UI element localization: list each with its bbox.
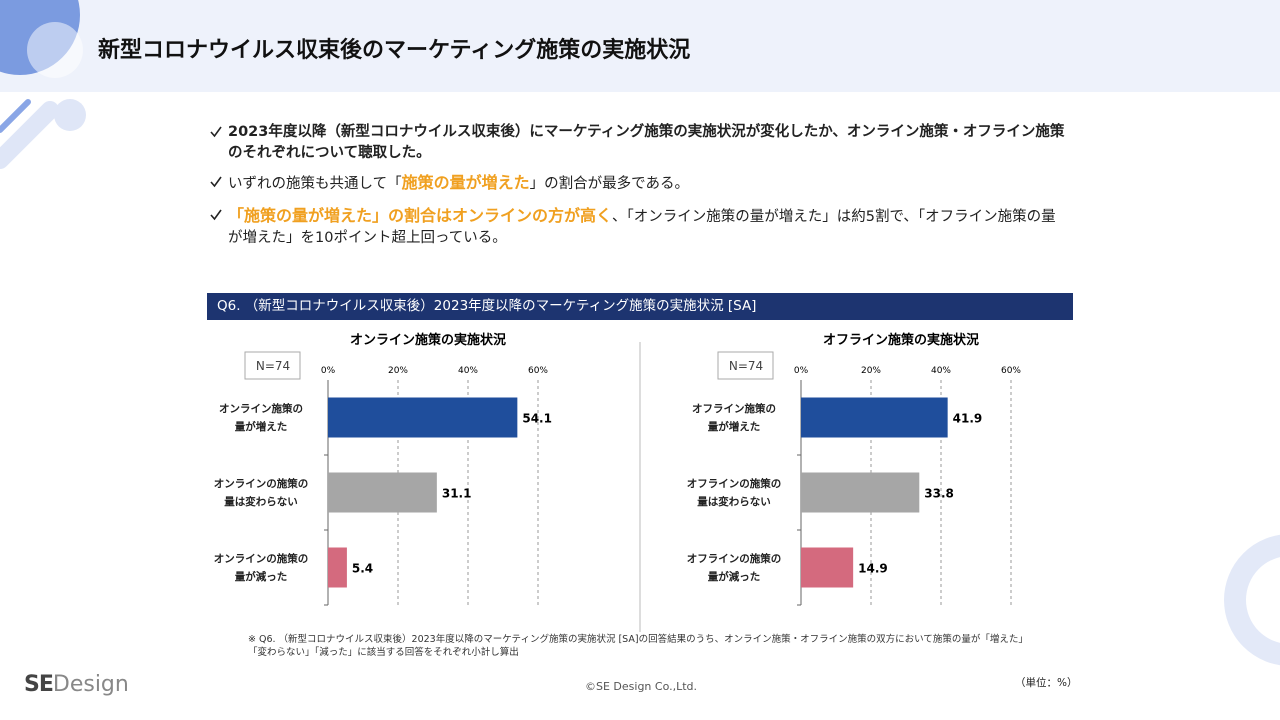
x-tick-label: 0% <box>794 366 809 376</box>
bullet-part: 2023年度以降（新型コロナウイルス収束後）にマーケティング施策の実施状況が変化… <box>228 124 1065 161</box>
logo-design: Design <box>52 672 129 697</box>
x-tick-label: 20% <box>388 366 408 376</box>
chart-title: オンライン施策の実施状況 <box>350 332 506 348</box>
header-band <box>0 0 1280 92</box>
x-tick-label: 60% <box>528 366 548 376</box>
n-box <box>244 351 301 380</box>
check <box>210 209 222 221</box>
logo: SEDesign <box>24 672 129 697</box>
deco-ring <box>1224 534 1280 666</box>
bullet-text: 2023年度以降（新型コロナウイルス収束後）にマーケティング施策の実施状況が変化… <box>228 122 1070 164</box>
y-tick-label: オンラインの施策の 量が減った <box>213 552 309 583</box>
data-label: 31.1 <box>442 487 472 501</box>
sample-size: N=74 <box>256 359 290 373</box>
copyright: ©SE Design Co.,Ltd. <box>585 680 698 693</box>
y-tick-label: オンラインの施策の 量は変わらない <box>213 477 309 508</box>
bar <box>801 472 920 513</box>
bar <box>801 547 854 588</box>
bullet-part: 」の割合が最多である。 <box>529 176 689 192</box>
bullet-part: 施策の量が増えた <box>401 173 530 192</box>
deco-stroke <box>0 101 59 169</box>
x-tick-label: 0% <box>321 366 336 376</box>
data-label: 14.9 <box>858 562 888 576</box>
bullet-part: 「施策の量が増えた」の割合はオンラインの方が高く <box>228 206 613 225</box>
chart-title: オフライン施策の実施状況 <box>823 332 979 348</box>
deco-circle <box>27 22 83 78</box>
data-label: 33.8 <box>924 487 954 501</box>
y-tick-label: オフラインの施策の 量は変わらない <box>686 477 782 508</box>
x-tick-label: 60% <box>1001 366 1021 376</box>
bullet: いずれの施策も共通して「施策の量が増えた」の割合が最多である。 <box>210 172 1070 195</box>
x-tick-label: 20% <box>861 366 881 376</box>
bullet: 「施策の量が増えた」の割合はオンラインの方が高く、「オンライン施策の量が増えた」… <box>210 205 1070 249</box>
y-tick-label: オフライン施策の 量が増えた <box>692 402 776 433</box>
bullet-text: 「施策の量が増えた」の割合はオンラインの方が高く、「オンライン施策の量が増えた」… <box>228 205 1070 249</box>
bar <box>328 397 518 438</box>
sample-size: N=74 <box>729 359 763 373</box>
x-tick-label: 40% <box>931 366 951 376</box>
bar <box>328 547 347 588</box>
footnote: ※ Q6. （新型コロナウイルス収束後）2023年度以降のマーケティング施策の実… <box>248 634 1028 658</box>
logo-se: SE <box>24 672 54 697</box>
bullet-part: いずれの施策も共通して「 <box>228 176 402 192</box>
data-label: 41.9 <box>953 412 983 426</box>
check <box>210 176 222 188</box>
x-tick-label: 40% <box>458 366 478 376</box>
deco-circle <box>54 99 86 131</box>
bar <box>801 397 948 438</box>
bar <box>328 472 437 513</box>
page-title: 新型コロナウイルス収束後のマーケティング施策の実施状況 <box>98 38 691 63</box>
deco-stroke <box>0 99 31 133</box>
n-box <box>717 351 774 380</box>
y-tick-label: オンライン施策の 量が増えた <box>219 402 303 433</box>
bullet-text: いずれの施策も共通して「施策の量が増えた」の割合が最多である。 <box>228 172 1070 195</box>
bullet: 2023年度以降（新型コロナウイルス収束後）にマーケティング施策の実施状況が変化… <box>210 122 1070 164</box>
unit: （単位：%） <box>1015 677 1078 689</box>
y-tick-label: オフラインの施策の 量が減った <box>686 552 782 583</box>
bullet-part: 、「オンライン施策の量が増えた」は約5割で、「オフライン施策の量が増えた」を10… <box>228 209 1056 246</box>
data-label: 5.4 <box>352 562 373 576</box>
check-icon <box>210 176 222 188</box>
question-bar: Q6. （新型コロナウイルス収束後）2023年度以降のマーケティング施策の実施状… <box>207 293 1073 320</box>
data-label: 54.1 <box>522 412 552 426</box>
check <box>210 126 222 138</box>
check-icon <box>210 209 222 221</box>
check-icon <box>210 126 222 138</box>
